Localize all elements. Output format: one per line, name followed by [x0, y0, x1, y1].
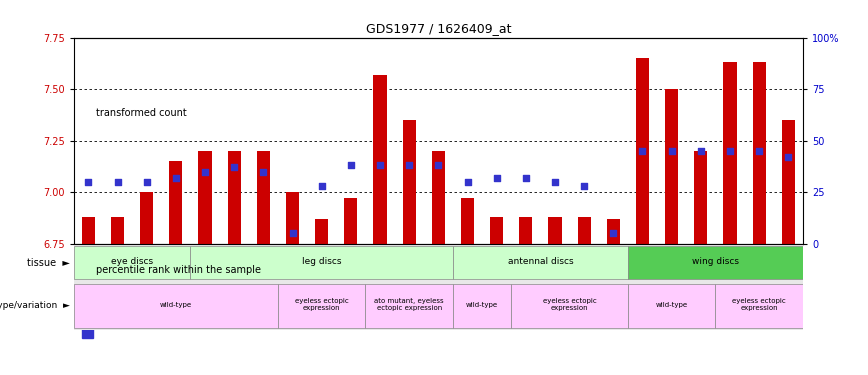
Bar — [403, 120, 416, 244]
Text: wild-type: wild-type — [466, 302, 498, 307]
Text: ato mutant, eyeless
ectopic expression: ato mutant, eyeless ectopic expression — [374, 298, 444, 311]
Point — [548, 179, 562, 185]
Bar — [278, 284, 365, 328]
Text: wing discs: wing discs — [692, 257, 739, 266]
Point — [665, 148, 679, 154]
Text: eye discs: eye discs — [111, 257, 153, 266]
Bar — [227, 151, 240, 244]
Bar — [111, 217, 124, 244]
Bar — [782, 120, 795, 244]
Bar — [577, 217, 591, 244]
Point — [694, 148, 707, 154]
Text: antennal discs: antennal discs — [508, 257, 573, 266]
Bar — [365, 284, 453, 328]
Bar — [140, 192, 154, 244]
Bar — [453, 246, 628, 279]
Bar — [74, 246, 190, 279]
Bar — [694, 151, 707, 244]
Bar — [199, 151, 212, 244]
Bar — [345, 198, 358, 244]
Text: wild-type: wild-type — [655, 302, 687, 307]
Point — [723, 148, 737, 154]
Title: GDS1977 / 1626409_at: GDS1977 / 1626409_at — [365, 22, 511, 35]
Text: eyeless ectopic
expression: eyeless ectopic expression — [542, 298, 596, 311]
Point — [402, 162, 416, 168]
Point — [519, 175, 533, 181]
Bar — [82, 49, 93, 180]
Bar — [461, 198, 474, 244]
Bar — [431, 151, 445, 244]
Point — [781, 154, 795, 160]
Point — [315, 183, 329, 189]
Bar — [373, 75, 386, 244]
Text: leg discs: leg discs — [302, 257, 341, 266]
Bar — [453, 284, 511, 328]
Bar — [74, 284, 278, 328]
Point — [227, 164, 241, 170]
Point — [635, 148, 649, 154]
Point — [607, 230, 621, 237]
Text: transformed count: transformed count — [96, 108, 187, 117]
Bar — [315, 219, 328, 244]
Point — [344, 162, 358, 168]
Point — [753, 148, 766, 154]
Text: percentile rank within the sample: percentile rank within the sample — [96, 265, 261, 275]
Text: wild-type: wild-type — [160, 302, 192, 307]
Bar — [519, 217, 532, 244]
Point — [169, 175, 183, 181]
Point — [256, 169, 270, 175]
Bar — [753, 62, 766, 244]
Bar — [549, 217, 562, 244]
Point — [110, 179, 124, 185]
Bar — [169, 161, 182, 244]
Text: genotype/variation  ►: genotype/variation ► — [0, 301, 69, 310]
Bar — [715, 284, 803, 328]
Bar — [511, 284, 628, 328]
Point — [82, 179, 95, 185]
Point — [577, 183, 591, 189]
Point — [490, 175, 503, 181]
Text: tissue  ►: tissue ► — [27, 258, 69, 267]
Point — [140, 179, 154, 185]
Bar — [257, 151, 270, 244]
Point — [373, 162, 387, 168]
Bar — [286, 192, 299, 244]
Bar — [665, 89, 678, 244]
Point — [461, 179, 475, 185]
Bar — [490, 217, 503, 244]
Bar — [636, 58, 649, 244]
Bar — [82, 206, 93, 338]
Bar — [607, 219, 620, 244]
Point — [198, 169, 212, 175]
Text: eyeless ectopic
expression: eyeless ectopic expression — [295, 298, 349, 311]
Bar — [82, 217, 95, 244]
Point — [286, 230, 299, 237]
Bar — [628, 284, 715, 328]
Text: eyeless ectopic
expression: eyeless ectopic expression — [733, 298, 786, 311]
Point — [431, 162, 445, 168]
Bar — [628, 246, 803, 279]
Bar — [190, 246, 453, 279]
Bar — [723, 62, 737, 244]
